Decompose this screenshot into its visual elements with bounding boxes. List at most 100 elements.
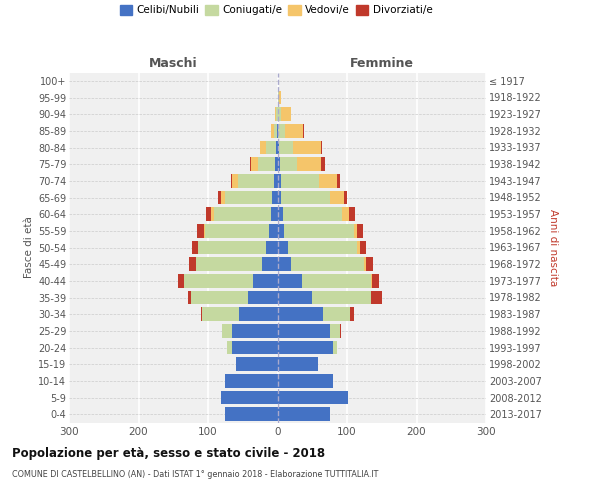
Bar xyxy=(276,108,277,121)
Bar xyxy=(276,140,277,154)
Bar xyxy=(281,108,292,121)
Bar xyxy=(197,240,198,254)
Bar xyxy=(277,140,279,154)
Bar xyxy=(349,208,355,221)
Bar xyxy=(312,290,371,304)
Bar xyxy=(222,324,232,338)
Bar xyxy=(364,258,366,271)
Bar xyxy=(277,390,349,404)
Bar xyxy=(204,224,205,237)
Bar xyxy=(274,174,277,188)
Bar xyxy=(277,124,278,138)
Bar xyxy=(277,240,288,254)
Bar xyxy=(279,140,293,154)
Bar xyxy=(329,324,340,338)
Bar xyxy=(192,240,197,254)
Legend: Celibi/Nubili, Coniugati/e, Vedovi/e, Divorziati/e: Celibi/Nubili, Coniugati/e, Vedovi/e, Di… xyxy=(119,5,433,15)
Bar xyxy=(277,74,278,88)
Bar xyxy=(297,158,321,171)
Bar xyxy=(272,190,277,204)
Bar xyxy=(248,290,277,304)
Bar xyxy=(205,224,269,237)
Bar xyxy=(333,340,337,354)
Bar xyxy=(277,324,329,338)
Bar xyxy=(280,158,297,171)
Bar xyxy=(262,258,277,271)
Y-axis label: Anni di nascita: Anni di nascita xyxy=(548,209,559,286)
Bar xyxy=(277,90,279,104)
Bar xyxy=(372,274,379,287)
Y-axis label: Fasce di età: Fasce di età xyxy=(23,216,34,278)
Bar xyxy=(188,290,191,304)
Bar xyxy=(323,308,350,321)
Bar xyxy=(350,308,354,321)
Bar xyxy=(371,290,382,304)
Bar xyxy=(281,174,319,188)
Bar xyxy=(277,374,333,388)
Bar xyxy=(277,308,323,321)
Bar xyxy=(198,240,266,254)
Bar xyxy=(269,224,277,237)
Bar xyxy=(344,190,347,204)
Bar xyxy=(302,124,304,138)
Bar xyxy=(284,224,354,237)
Bar xyxy=(271,208,277,221)
Bar xyxy=(285,124,302,138)
Bar xyxy=(277,174,281,188)
Bar xyxy=(251,158,258,171)
Bar xyxy=(178,274,184,287)
Bar xyxy=(340,324,341,338)
Text: COMUNE DI CASTELBELLINO (AN) - Dati ISTAT 1° gennaio 2018 - Elaborazione TUTTITA: COMUNE DI CASTELBELLINO (AN) - Dati ISTA… xyxy=(12,470,379,479)
Bar xyxy=(239,308,277,321)
Bar xyxy=(266,140,276,154)
Bar xyxy=(366,258,373,271)
Bar xyxy=(274,124,277,138)
Bar xyxy=(232,174,238,188)
Bar xyxy=(293,140,320,154)
Bar xyxy=(277,290,312,304)
Bar xyxy=(206,208,211,221)
Text: Femmine: Femmine xyxy=(350,57,414,70)
Bar xyxy=(201,308,202,321)
Bar xyxy=(277,358,318,371)
Bar xyxy=(226,374,277,388)
Bar xyxy=(218,190,221,204)
Bar xyxy=(189,258,196,271)
Bar xyxy=(197,224,204,237)
Bar xyxy=(277,224,284,237)
Bar xyxy=(258,158,275,171)
Text: Maschi: Maschi xyxy=(149,57,197,70)
Text: Popolazione per età, sesso e stato civile - 2018: Popolazione per età, sesso e stato civil… xyxy=(12,448,325,460)
Bar xyxy=(275,108,276,121)
Bar xyxy=(329,190,344,204)
Bar xyxy=(202,308,239,321)
Bar xyxy=(359,240,367,254)
Bar xyxy=(354,224,358,237)
Bar xyxy=(231,174,232,188)
Bar xyxy=(224,408,277,421)
Bar xyxy=(266,240,277,254)
Bar xyxy=(277,208,283,221)
Bar xyxy=(288,240,358,254)
Bar xyxy=(275,158,277,171)
Bar xyxy=(253,274,277,287)
Bar xyxy=(358,224,363,237)
Bar xyxy=(319,174,337,188)
Bar xyxy=(184,274,253,287)
Bar xyxy=(278,124,285,138)
Bar xyxy=(196,258,262,271)
Bar xyxy=(236,358,277,371)
Bar xyxy=(221,390,277,404)
Bar xyxy=(214,208,271,221)
Bar xyxy=(271,124,274,138)
Bar xyxy=(342,208,349,221)
Bar xyxy=(337,174,340,188)
Bar xyxy=(358,240,359,254)
Bar xyxy=(321,158,325,171)
Bar xyxy=(232,324,277,338)
Bar xyxy=(227,340,232,354)
Bar xyxy=(277,108,281,121)
Bar xyxy=(277,258,292,271)
Bar xyxy=(224,190,272,204)
Bar xyxy=(191,290,248,304)
